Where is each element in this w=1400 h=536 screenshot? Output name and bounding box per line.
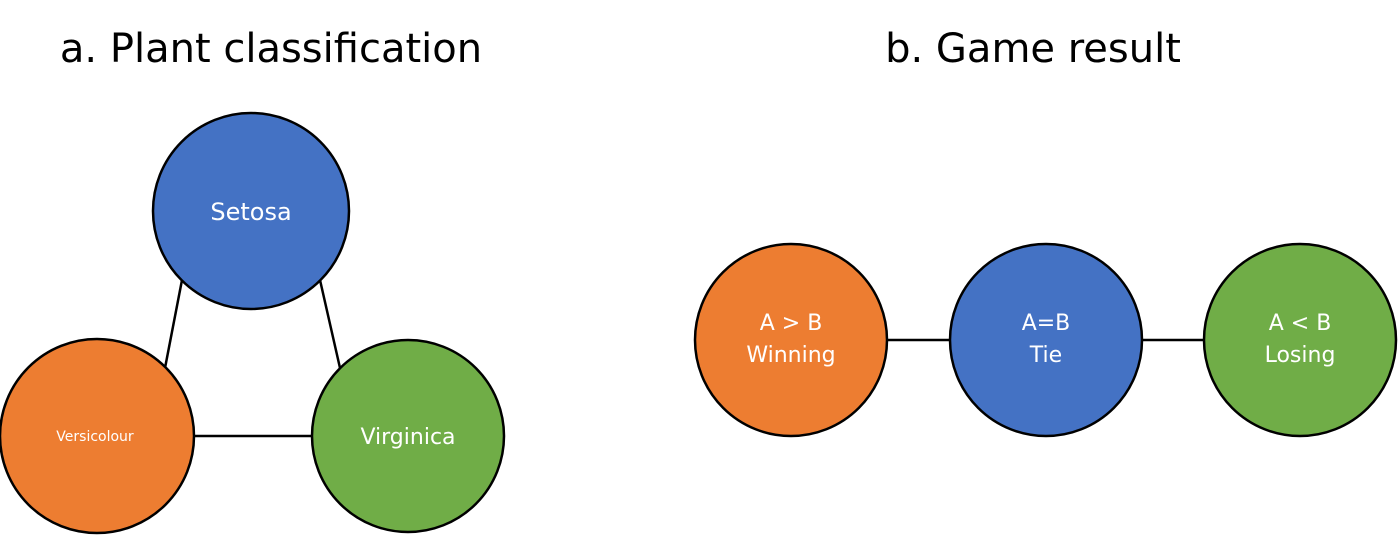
node-tie-line2: Tie [1029,343,1062,368]
diagram-a: a. Plant classification Setosa Versicolo… [0,26,506,535]
node-virginica-label: Virginica [360,425,455,450]
node-winning-circle [693,242,889,438]
node-versicolour-label: Versicolour [56,429,134,445]
node-versicolour-circle [0,337,196,535]
edge-setosa-virginica [318,279,342,369]
diagram-b-title: b. Game result [885,26,1181,72]
diagram-a-title: a. Plant classification [60,26,482,72]
node-winning-line2: Winning [746,343,835,368]
node-tie-line1: A=B [1022,311,1071,336]
node-setosa-label: Setosa [210,198,291,226]
node-versicolour: Versicolour [0,337,196,535]
node-tie: A=B Tie [948,242,1144,438]
node-losing-line1: A < B [1269,311,1332,336]
node-virginica-circle [310,338,506,534]
node-setosa: Setosa [151,111,351,311]
diagram-b: b. Game result A > B Winning A=B Tie A <… [693,26,1398,438]
node-tie-circle [948,242,1144,438]
node-virginica: Virginica [310,338,506,534]
node-losing-line2: Losing [1265,343,1336,368]
node-losing: A < B Losing [1202,242,1398,438]
edge-setosa-versicolour [163,279,184,369]
node-losing-circle [1202,242,1398,438]
node-winning: A > B Winning [693,242,889,438]
node-setosa-circle [151,111,351,311]
node-winning-line1: A > B [760,311,823,336]
